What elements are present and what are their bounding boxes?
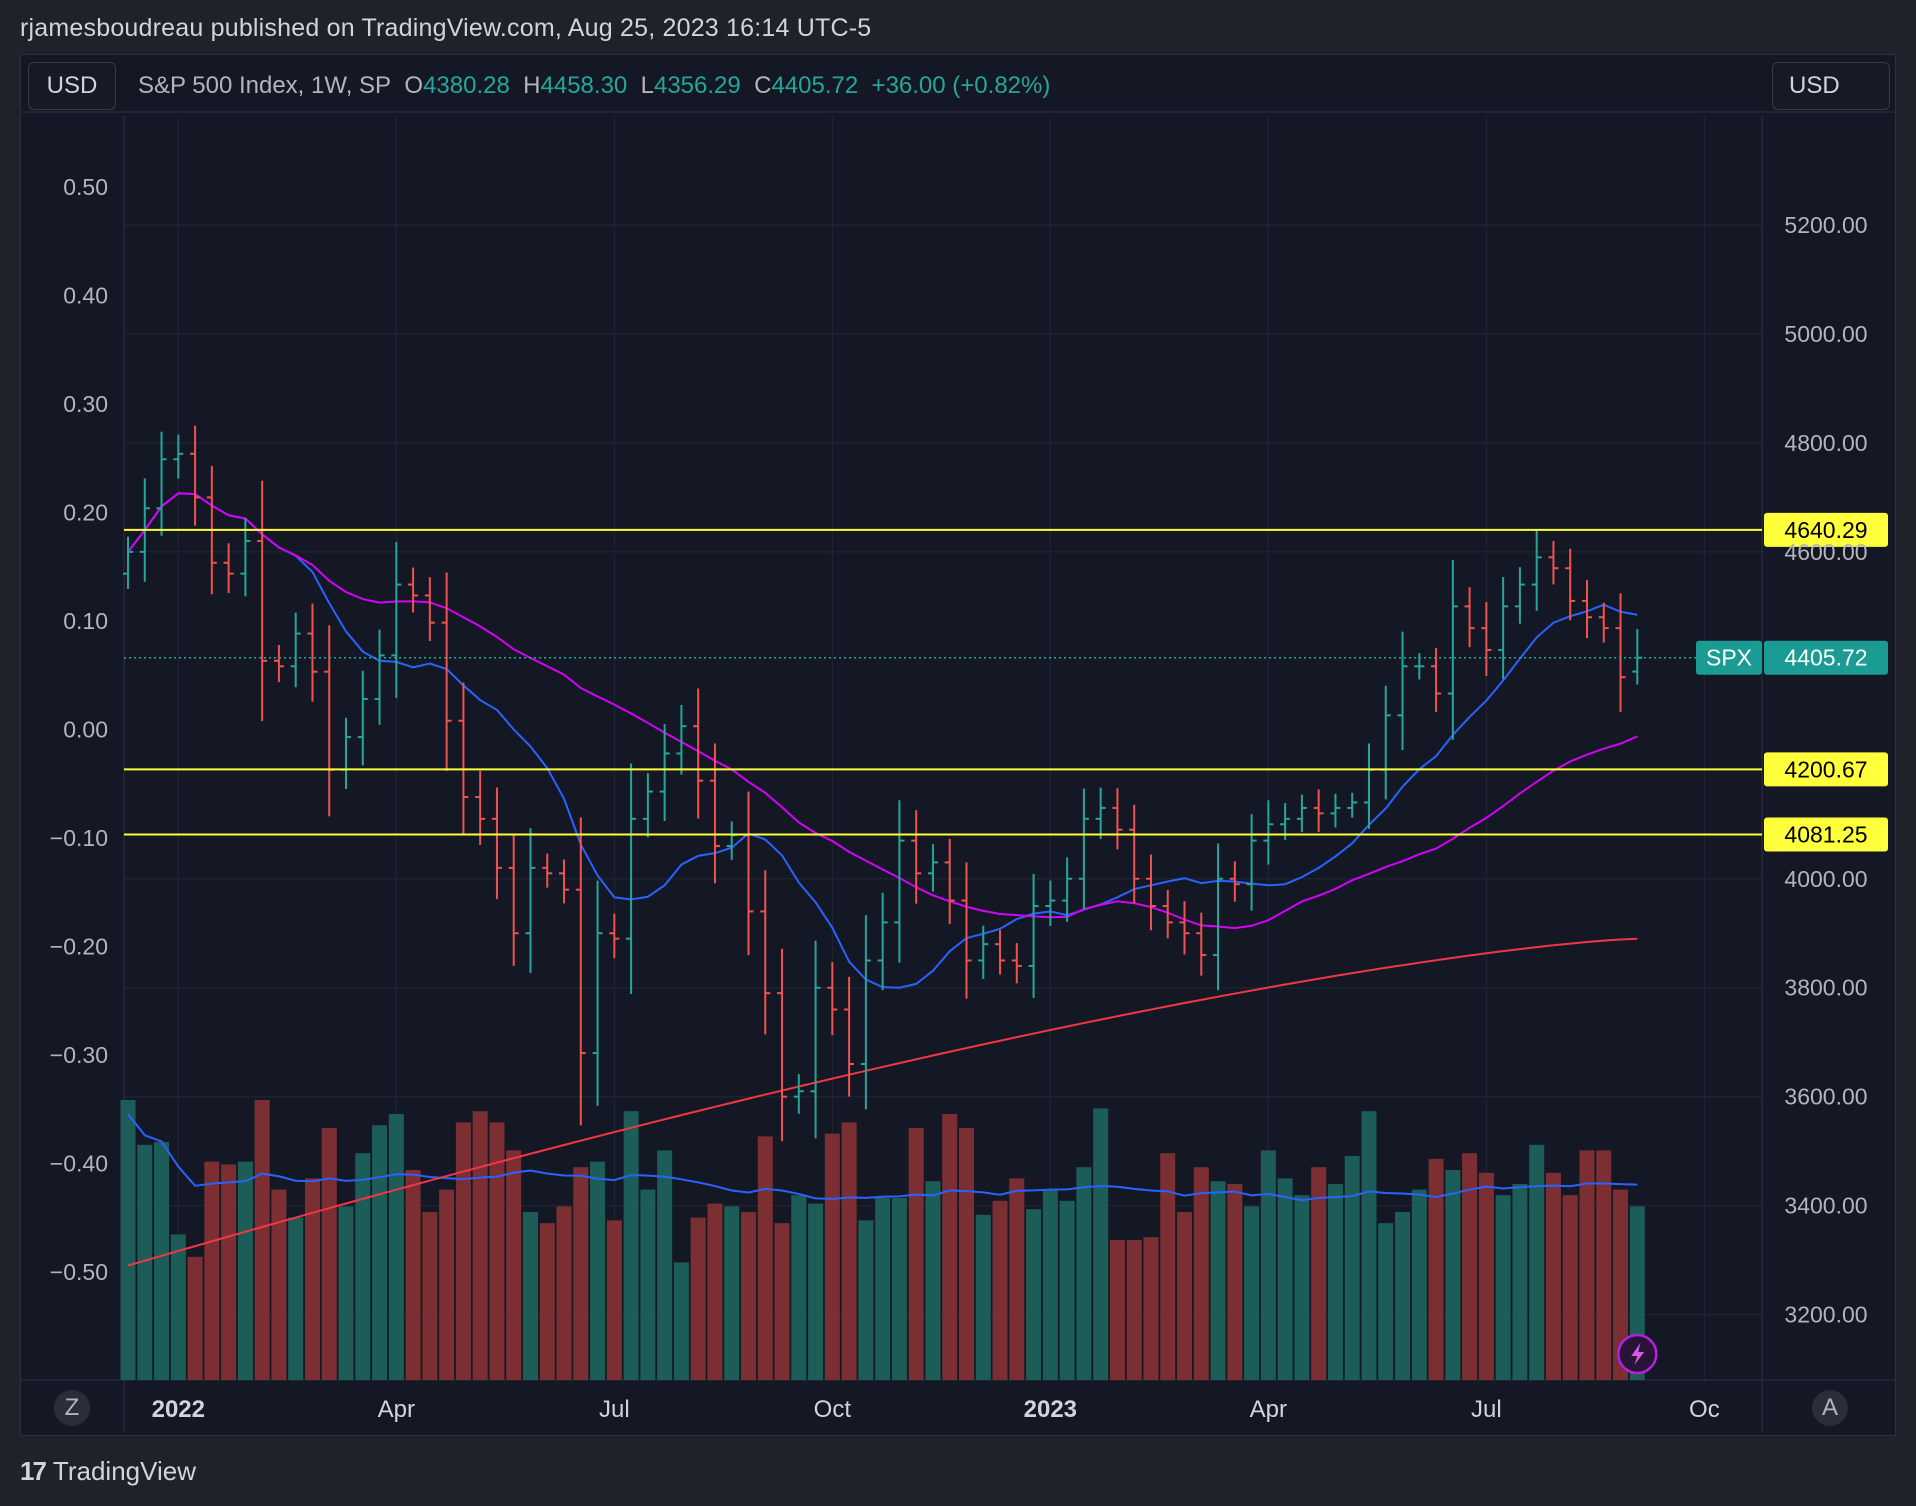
tradingview-logo-icon: 17 — [20, 1456, 47, 1486]
currency-button-right[interactable]: USD — [1772, 62, 1890, 110]
currency-button-left-label: USD — [46, 72, 98, 99]
brand-name: TradingView — [52, 1456, 196, 1486]
legend-low-label: L — [640, 72, 654, 99]
legend-symbol: S&P 500 Index, 1W, SP — [138, 72, 392, 99]
currency-button-left[interactable]: USD — [28, 62, 116, 110]
currency-button-right-label: USD — [1789, 72, 1840, 99]
legend-open: 4380.28 — [423, 72, 510, 99]
published-header: rjamesboudreau published on TradingView.… — [20, 14, 872, 42]
auto-scale-button[interactable]: A — [1812, 1390, 1848, 1426]
legend-high: 4458.30 — [540, 72, 628, 99]
auto-scale-label: A — [1821, 1394, 1838, 1421]
symbol-legend[interactable]: S&P 500 Index, 1W, SP O4380.28 H4458.30 … — [138, 72, 1050, 100]
scale-z-label: Z — [64, 1394, 80, 1421]
legend-open-label: O — [404, 72, 424, 99]
tradingview-brand[interactable]: 17 TradingView — [20, 1456, 196, 1487]
legend-close-label: C — [754, 72, 772, 99]
legend-low: 4356.29 — [653, 72, 741, 99]
legend-high-label: H — [523, 72, 541, 99]
chart-frame[interactable] — [20, 54, 1896, 1436]
legend-close: 4405.72 — [771, 72, 859, 99]
scale-z-button[interactable]: Z — [54, 1390, 90, 1426]
legend-change: +36.00 (+0.82%) — [871, 72, 1051, 99]
